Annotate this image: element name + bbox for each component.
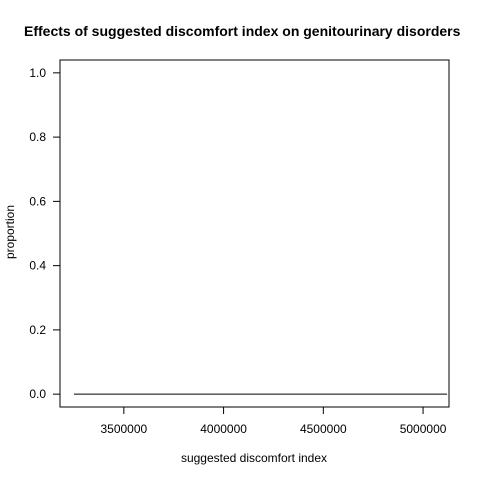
y-tick-label: 0.6 — [29, 194, 46, 208]
y-axis: 0.0 0.2 0.4 0.6 0.8 1.0 — [29, 66, 60, 401]
x-tick-label: 5000000 — [400, 422, 447, 436]
x-tick-label: 4000000 — [200, 422, 247, 436]
x-tick-label: 3500000 — [100, 422, 147, 436]
y-tick-label: 0.2 — [29, 323, 46, 337]
y-tick-label: 1.0 — [29, 66, 46, 80]
y-tick-label: 0.4 — [29, 259, 46, 273]
x-axis: 3500000 4000000 4500000 5000000 — [100, 407, 447, 436]
y-axis-label: proportion — [3, 205, 17, 259]
x-axis-label: suggested discomfort index — [181, 451, 327, 465]
x-tick-label: 4500000 — [300, 422, 347, 436]
y-tick-label: 0.0 — [29, 387, 46, 401]
plot-frame — [59, 59, 450, 408]
y-tick-label: 0.8 — [29, 130, 46, 144]
chart-title: Effects of suggested discomfort index on… — [24, 23, 461, 39]
